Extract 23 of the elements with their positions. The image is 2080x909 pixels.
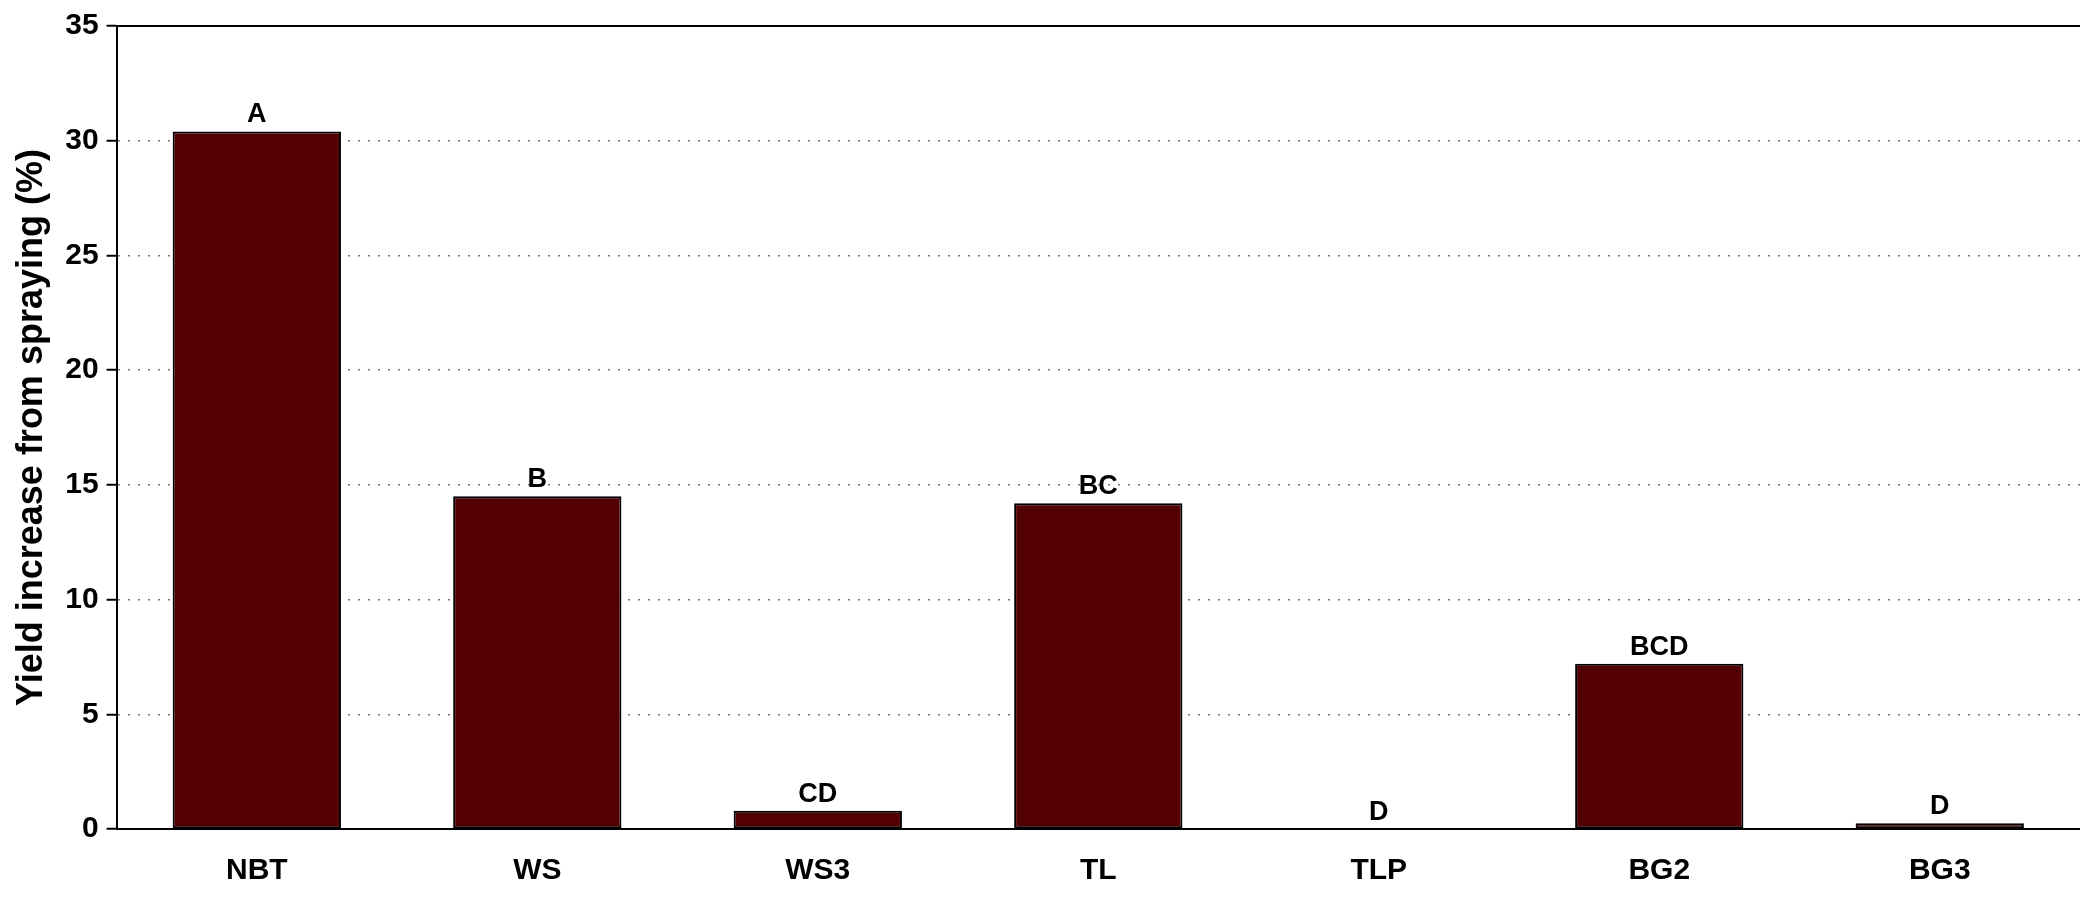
y-tick-label: 30	[65, 121, 99, 155]
y-tick-label: 25	[65, 236, 99, 270]
annotation: BCD	[1630, 630, 1689, 661]
x-tick-label: BG3	[1908, 852, 1971, 886]
y-tick-label: 20	[65, 351, 99, 385]
x-tick-label: WS3	[785, 852, 851, 886]
x-tick-label: BG2	[1628, 852, 1691, 886]
annotation: D	[1930, 790, 1950, 821]
x-tick-label: TLP	[1350, 852, 1408, 886]
annotation: CD	[798, 777, 838, 808]
y-tick-label: 35	[65, 7, 99, 41]
y-axis-title: Yield increase from spraying (%)	[8, 149, 50, 706]
y-tick-label: 15	[65, 466, 99, 500]
x-tick-label: NBT	[225, 852, 288, 886]
annotation: A	[247, 98, 267, 129]
annotation: B	[527, 463, 548, 494]
y-tick-label: 0	[81, 810, 99, 844]
annotation: BC	[1078, 470, 1118, 501]
x-tick-label: TL	[1079, 852, 1117, 886]
y-tick-label: 10	[65, 580, 99, 614]
y-tick-label: 5	[81, 695, 99, 729]
x-tick-label: WS	[513, 852, 562, 886]
annotation: D	[1369, 795, 1389, 826]
